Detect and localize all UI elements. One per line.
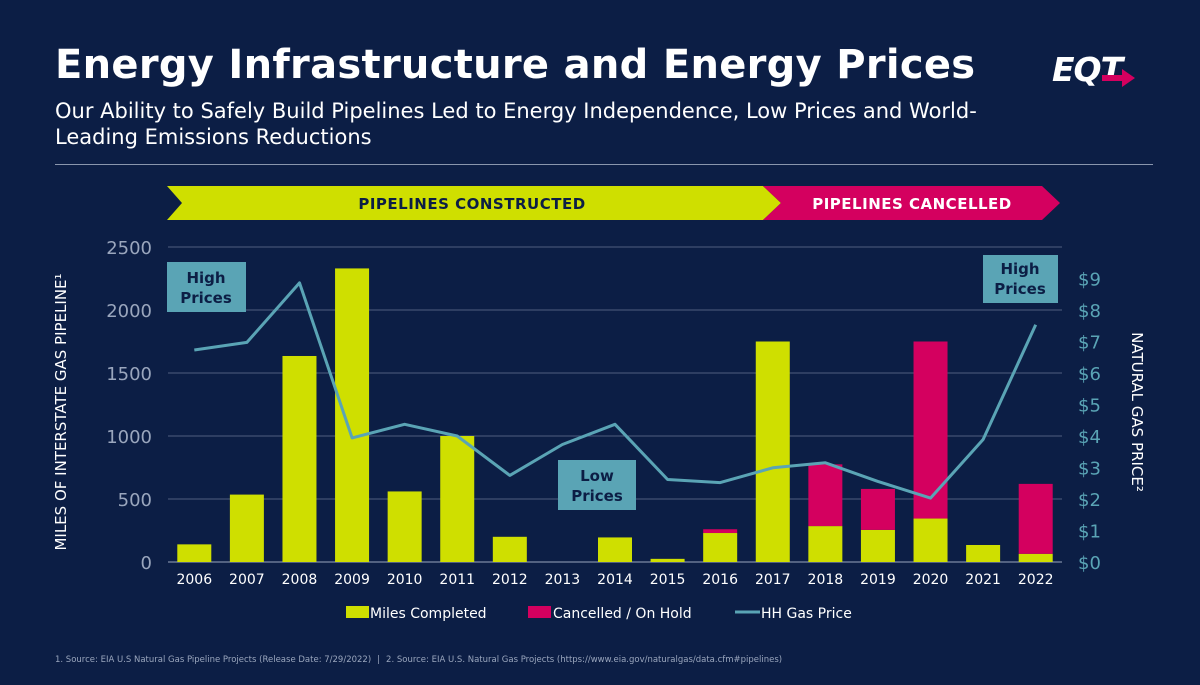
page-subtitle: Our Ability to Safely Build Pipelines Le…	[55, 99, 977, 149]
y2-tick-label: $7	[1078, 333, 1101, 354]
y-axis-label: MILES OF INTERSTATE GAS PIPELINE¹	[52, 273, 70, 550]
x-tick-label: 2006	[176, 572, 212, 588]
callout-low: Low Prices	[558, 460, 636, 510]
y-tick-label: 1500	[106, 364, 152, 385]
price-line-group	[194, 281, 1038, 500]
logo-arrow-icon	[1102, 69, 1135, 87]
bar-completed	[177, 544, 212, 562]
callout-high-right-line1: High	[1000, 260, 1039, 278]
callout-high-left: High Prices	[167, 262, 246, 312]
y2-tick-label: $4	[1078, 427, 1101, 448]
x-tick-label: 2022	[1018, 572, 1054, 588]
y2-tick-label: $8	[1078, 301, 1101, 322]
banner-constructed: PIPELINES CONSTRUCTED	[167, 186, 781, 220]
bar-cancelled	[913, 341, 948, 519]
bar-completed	[860, 529, 895, 562]
legend-swatch-completed	[346, 606, 369, 618]
bar-cancelled	[703, 529, 738, 534]
x-axis-ticks: 2006 2007 2008 2009 2010 2011 2012 2013 2014 2015…	[176, 572, 1053, 588]
footnote-separator: |	[377, 655, 381, 665]
bars	[177, 268, 1053, 562]
footnote-source-2: 2. Source: EIA U.S. Natural Gas Projects…	[386, 655, 783, 665]
bar-cancelled	[808, 464, 843, 527]
x-tick-label: 2009	[334, 572, 370, 588]
legend-label-completed: Miles Completed	[370, 606, 487, 622]
header-divider	[55, 164, 1153, 165]
y2-tick-label: $5	[1078, 396, 1101, 417]
x-tick-label: 2020	[913, 572, 949, 588]
legend: Miles Completed Cancelled / On Hold HH G…	[346, 606, 852, 622]
x-tick-label: 2015	[650, 572, 686, 588]
x-tick-label: 2017	[755, 572, 791, 588]
y-tick-label: 0	[141, 553, 152, 574]
legend-label-cancelled: Cancelled / On Hold	[553, 606, 692, 622]
x-tick-label: 2012	[492, 572, 528, 588]
callout-high-left-line2: Prices	[180, 289, 232, 307]
callout-low-line2: Prices	[571, 487, 623, 505]
x-tick-label: 2008	[282, 572, 318, 588]
bar-completed	[1018, 553, 1053, 562]
page-title: Energy Infrastructure and Energy Prices	[55, 42, 976, 88]
y2-tick-label: $2	[1078, 490, 1101, 511]
y2-axis-label: NATURAL GAS PRICE²	[1128, 332, 1146, 492]
y2-tick-label: $6	[1078, 364, 1101, 385]
bar-completed	[598, 537, 632, 562]
y2-tick-label: $9	[1078, 270, 1101, 291]
x-tick-label: 2007	[229, 572, 265, 588]
callout-high-right: High Prices	[983, 255, 1058, 303]
bar-completed	[703, 533, 738, 562]
banner-cancelled: PIPELINES CANCELLED	[763, 186, 1060, 220]
bar-cancelled	[1018, 483, 1053, 554]
bar-completed	[650, 558, 685, 562]
bar-completed	[913, 518, 948, 562]
callout-high-right-line2: Prices	[994, 280, 1046, 298]
bar-completed	[387, 491, 422, 562]
bar-completed	[966, 544, 1001, 562]
bar-completed	[282, 355, 317, 562]
legend-label-price: HH Gas Price	[761, 606, 852, 622]
y-tick-label: 500	[118, 490, 152, 511]
bar-completed	[335, 268, 370, 562]
bar-completed	[755, 341, 790, 562]
y-axis-ticks: 0 500 1000 1500 2000 2500	[106, 238, 152, 574]
y2-tick-label: $1	[1078, 522, 1101, 543]
y2-axis-ticks: $0 $1 $2 $3 $4 $5 $6 $7 $8 $9	[1078, 270, 1101, 575]
x-tick-label: 2016	[702, 572, 738, 588]
bar-completed	[808, 526, 843, 562]
callout-high-left-line1: High	[186, 269, 225, 287]
x-tick-label: 2013	[545, 572, 581, 588]
banner-cancelled-label: PIPELINES CANCELLED	[812, 195, 1012, 213]
bar-completed	[229, 494, 264, 562]
y-tick-label: 2500	[106, 238, 152, 259]
legend-swatch-cancelled	[528, 606, 551, 618]
bar-completed	[440, 436, 475, 562]
price-line	[194, 281, 1038, 500]
y2-tick-label: $3	[1078, 459, 1101, 480]
x-tick-label: 2011	[439, 572, 475, 588]
y-tick-label: 1000	[106, 427, 152, 448]
footnote-source-1: 1. Source: EIA U.S Natural Gas Pipeline …	[55, 655, 372, 665]
callout-low-line1: Low	[580, 467, 614, 485]
bar-cancelled	[860, 488, 895, 530]
x-tick-label: 2019	[860, 572, 896, 588]
x-tick-label: 2018	[808, 572, 844, 588]
x-tick-label: 2021	[965, 572, 1001, 588]
y-tick-label: 2000	[106, 301, 152, 322]
footnote: 1. Source: EIA U.S Natural Gas Pipeline …	[55, 655, 782, 665]
company-logo: EQT	[1052, 50, 1123, 89]
y2-tick-label: $0	[1078, 553, 1101, 574]
banner-constructed-label: PIPELINES CONSTRUCTED	[358, 195, 585, 213]
bar-completed	[492, 536, 527, 562]
x-tick-label: 2014	[597, 572, 633, 588]
x-tick-label: 2010	[387, 572, 423, 588]
